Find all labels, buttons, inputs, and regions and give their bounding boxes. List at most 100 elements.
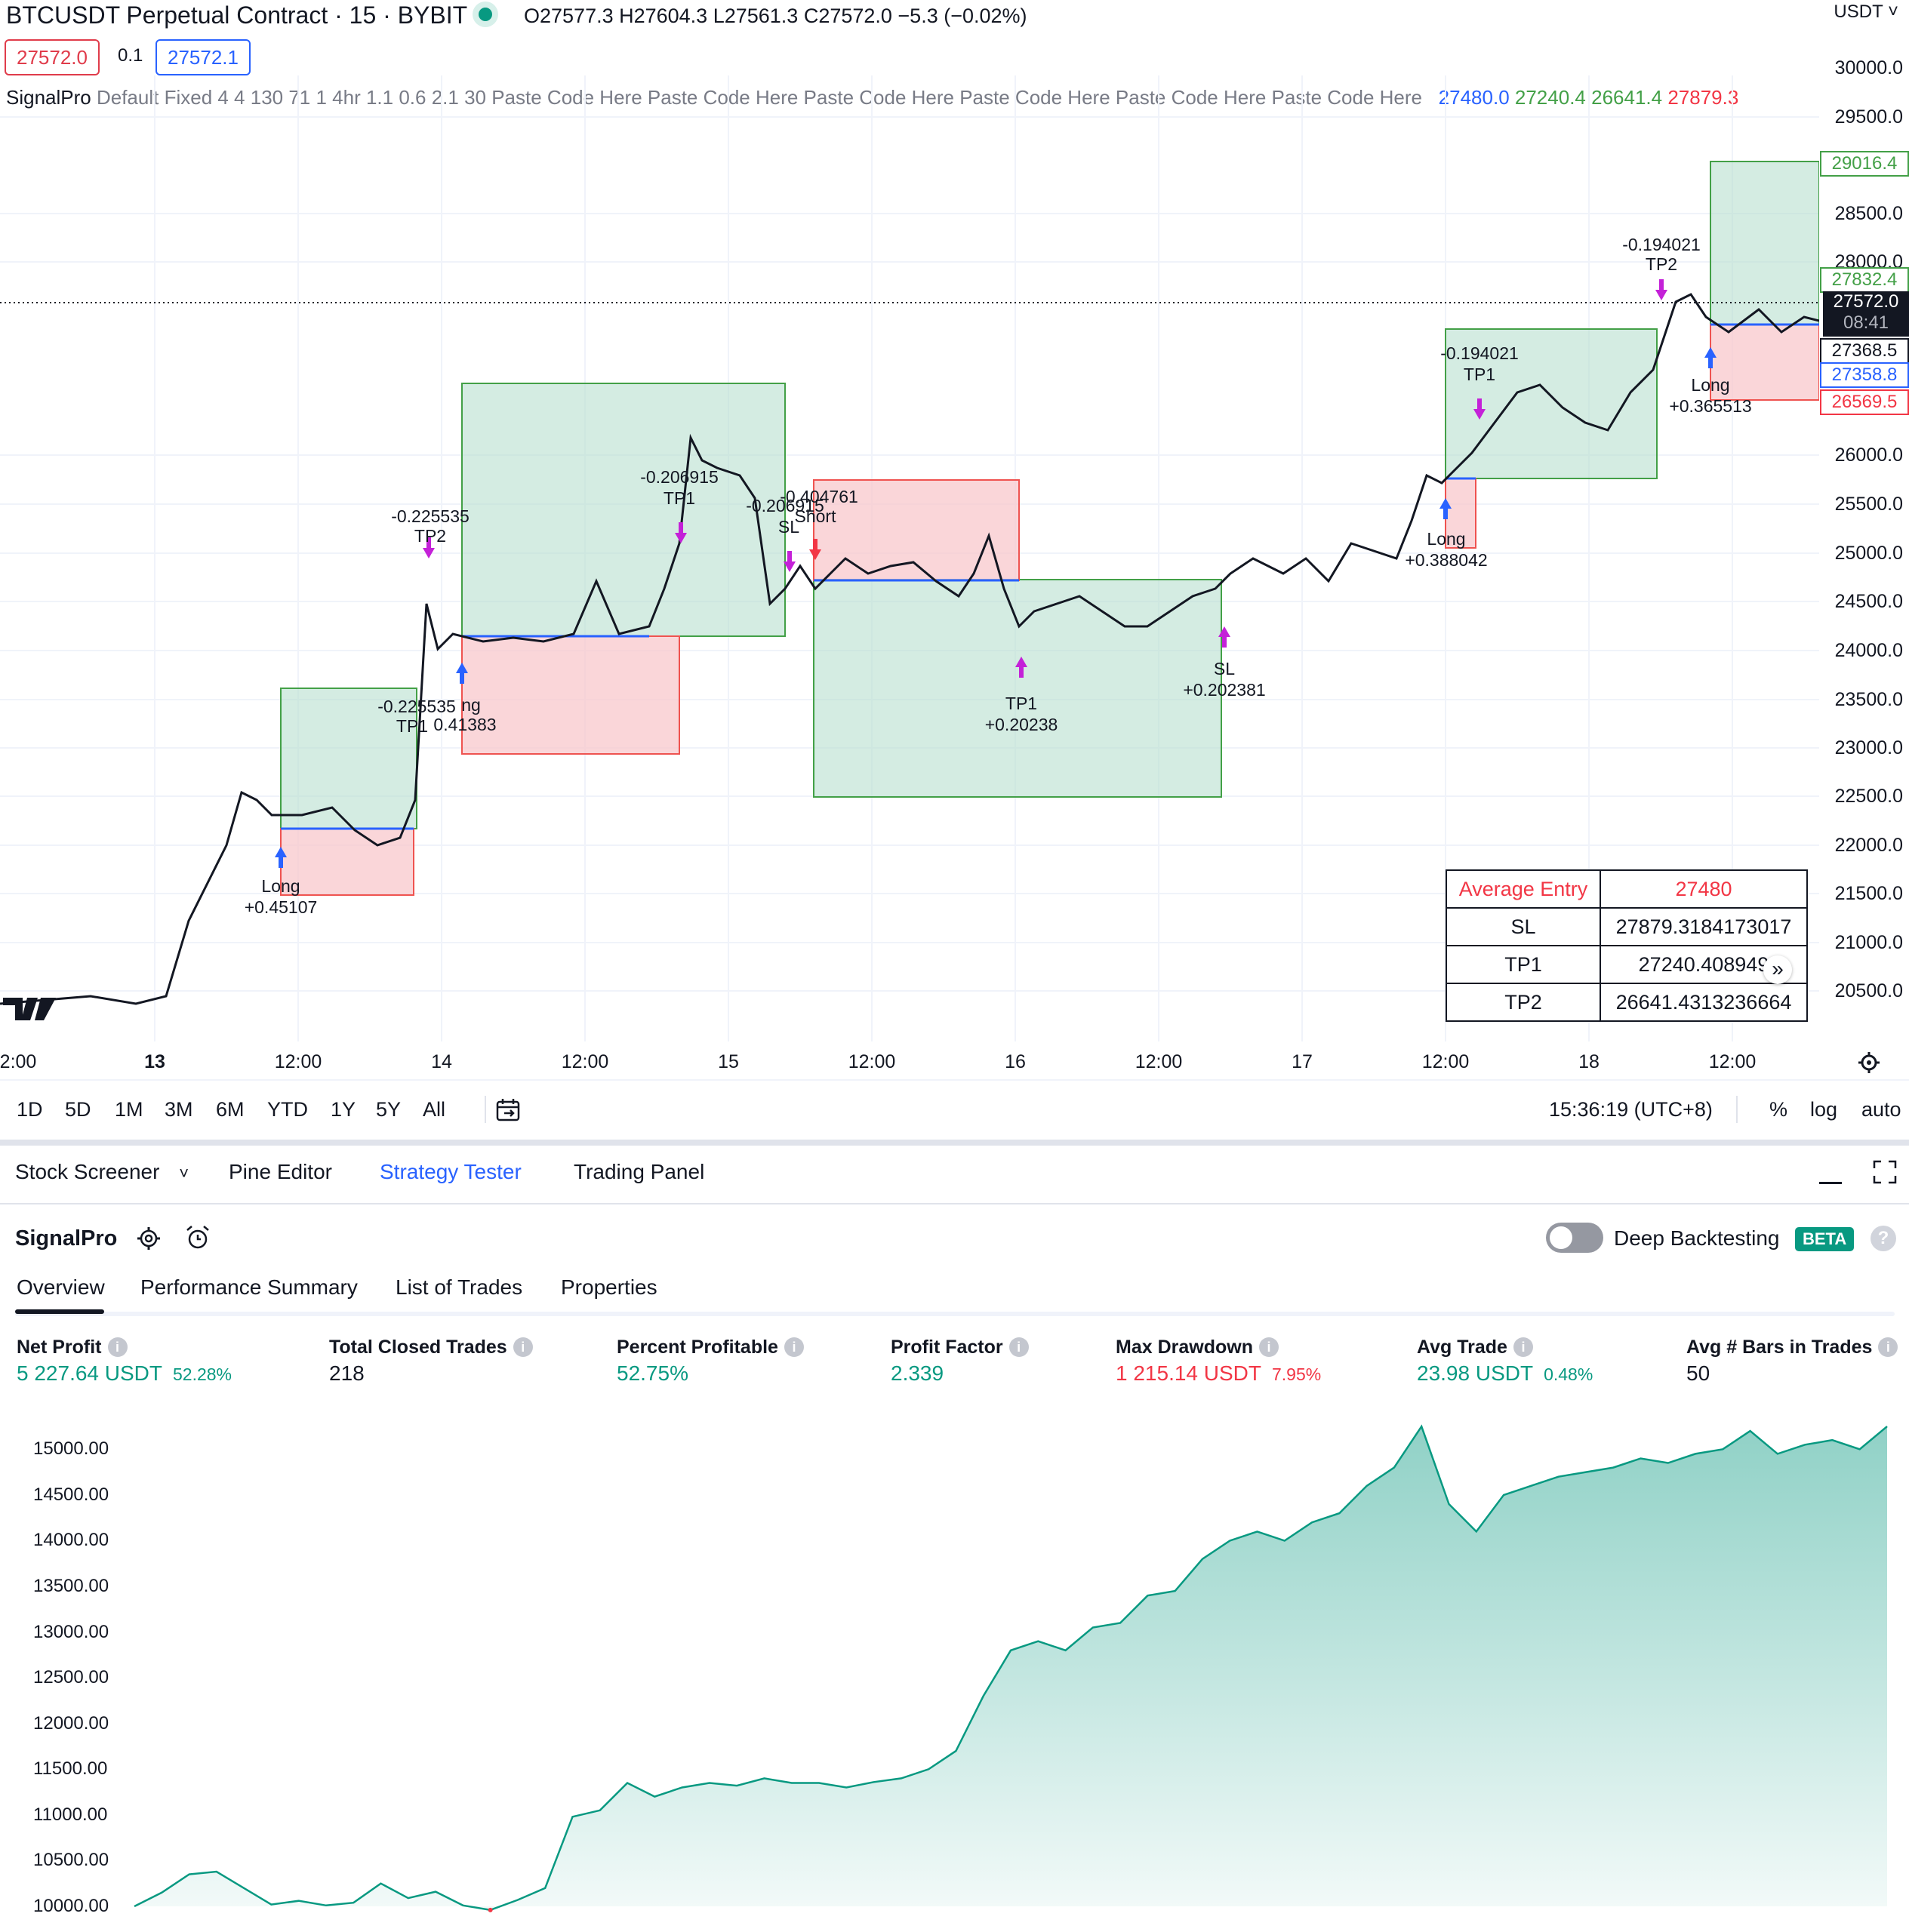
strategy-settings-icon[interactable] [136,1226,162,1251]
trade-label: -0.194021 [1622,235,1701,254]
panel-resize-handle[interactable] [0,1140,1909,1146]
range-1y-button[interactable]: 1Y [331,1098,356,1121]
tab-stock-screener[interactable]: Stock Screener ˅ [15,1160,189,1184]
chart-settings-gear-icon[interactable] [1857,1051,1881,1075]
tab-trading-panel[interactable]: Trading Panel [574,1160,705,1183]
log-scale-button[interactable]: log [1810,1098,1838,1121]
trade-label: +0.45107 [245,897,318,917]
sell-price-button[interactable]: 27572.0 [5,39,100,75]
strategy-name: SignalPro [15,1226,118,1251]
range-all-button[interactable]: All [423,1098,446,1121]
buy-price-button[interactable]: 27572.1 [155,39,251,75]
metric-avg-bars-value: 50 [1686,1361,1710,1385]
metric-label-text: Max Drawdown [1116,1337,1253,1358]
metric-value-text: 5 227.64 USDT [17,1361,162,1385]
indicator-value-entry: 27480.0 [1438,86,1510,109]
range-toolbar [0,1079,1909,1141]
info-icon[interactable]: i [1513,1337,1533,1357]
tp1-price-tag: 27832.4 [1820,267,1909,293]
trade-label: Long [261,876,300,896]
info-icon[interactable]: i [784,1337,804,1357]
range-5d-button[interactable]: 5D [65,1098,91,1121]
sl-price-tag: 26569.5 [1820,389,1909,415]
metric-value-text: 1 215.14 USDT [1116,1361,1261,1385]
range-3m-button[interactable]: 3M [165,1098,193,1121]
indicator-name: SignalPro [6,86,91,109]
indicator-value-tp1: 27240.4 [1514,86,1586,109]
trade-label: TP1 [396,716,428,736]
auto-scale-button[interactable]: auto [1861,1098,1901,1121]
price-axis-label: 25000.0 [1834,543,1903,564]
subtab-list-of-trades[interactable]: List of Trades [396,1275,523,1299]
bar-countdown: 08:41 [1843,312,1889,333]
chevron-down-icon: ˅ [1887,2,1898,22]
toolbar-divider [1736,1096,1738,1123]
price-axis-label: 24500.0 [1834,591,1903,612]
info-icon[interactable]: i [513,1337,533,1357]
metric-total-trades-label: Total Closed Trades i [329,1337,533,1358]
trade-label: TP2 [1646,254,1677,274]
sl-zone [1445,478,1476,549]
table-row-value: 27879.3184173017 [1600,907,1808,946]
add-alert-icon[interactable] [184,1224,211,1251]
info-icon[interactable]: i [1878,1337,1898,1357]
trade-label: -0.206915 [746,496,824,515]
tab-strategy-tester[interactable]: Strategy Tester [380,1160,522,1183]
table-row-label: SL [1446,907,1601,946]
order-quantity[interactable]: 0.1 [118,45,143,66]
trade-label: -0.225535 [391,506,470,526]
trade-label: TP1 [1005,694,1037,713]
go-to-date-icon[interactable] [495,1097,521,1123]
metric-avg-trade-label: Avg Trade i [1417,1337,1533,1358]
equity-axis-label: 14000.00 [33,1530,109,1551]
time-axis-label: 12:00 [274,1051,322,1072]
indicator-legend[interactable]: SignalPro Default Fixed 4 4 130 71 1 4hr… [6,86,1738,109]
time-axis-label: 14 [431,1051,452,1072]
sl-zone [1710,324,1819,401]
minimize-panel-icon[interactable] [1819,1182,1842,1184]
metric-label-text: Net Profit [17,1337,102,1358]
info-icon[interactable]: i [107,1337,128,1357]
time-axis-label: 15 [718,1051,739,1072]
range-6m-button[interactable]: 6M [216,1098,245,1121]
tp-zone [813,579,1222,798]
tp-price-tag: 29016.4 [1820,151,1909,177]
percent-scale-button[interactable]: % [1769,1098,1788,1121]
tab-pine-editor[interactable]: Pine Editor [229,1160,332,1183]
metric-label-text: Avg # Bars in Trades [1686,1337,1873,1358]
price-axis-label: 22000.0 [1834,835,1903,856]
timezone-clock[interactable]: 15:36:19 (UTC+8) [1549,1098,1713,1121]
price-axis-label: 21500.0 [1834,883,1903,904]
subtab-performance-summary[interactable]: Performance Summary [140,1275,358,1299]
scroll-to-realtime-icon[interactable]: » [1763,955,1792,984]
range-ytd-button[interactable]: YTD [267,1098,308,1121]
symbol-title[interactable]: BTCUSDT Perpetual Contract · 15 · BYBIT [6,2,468,29]
subtab-properties[interactable]: Properties [561,1275,657,1299]
equity-axis-label: 13000.00 [33,1621,109,1642]
metric-percent: 52.28% [173,1364,232,1384]
currency-selector[interactable]: USDT ˅ [1834,2,1898,23]
price-axis-label: 25500.0 [1834,494,1903,515]
equity-axis-label: 15000.00 [33,1438,109,1460]
sl-zone [461,635,680,755]
indicator-value-sl: 27879.3 [1667,86,1739,109]
range-1d-button[interactable]: 1D [17,1098,43,1121]
info-icon[interactable]: i [1008,1337,1029,1357]
range-1m-button[interactable]: 1M [115,1098,143,1121]
price-axis-label: 22500.0 [1834,786,1903,807]
price-chart[interactable]: -0.225535 TP2 -0.206915 TP1 -0.206915 SL… [0,75,1819,1041]
help-icon[interactable]: ? [1871,1226,1896,1251]
metric-net-profit-label: Net Profit i [17,1337,128,1358]
trade-label: -0.206915 [640,467,719,487]
equity-curve-chart[interactable] [0,1411,1909,1932]
price-axis-label: 23000.0 [1834,737,1903,758]
sl-zone [280,828,414,896]
subtab-overview[interactable]: Overview [17,1275,105,1299]
info-icon[interactable]: i [1258,1337,1279,1357]
metric-max-drawdown-label: Max Drawdown i [1116,1337,1279,1358]
range-5y-button[interactable]: 5Y [376,1098,402,1121]
maximize-panel-icon[interactable] [1872,1159,1898,1185]
equity-line [134,1424,1888,1912]
tp-zone [1710,161,1819,325]
beta-badge: BETA [1795,1227,1855,1251]
